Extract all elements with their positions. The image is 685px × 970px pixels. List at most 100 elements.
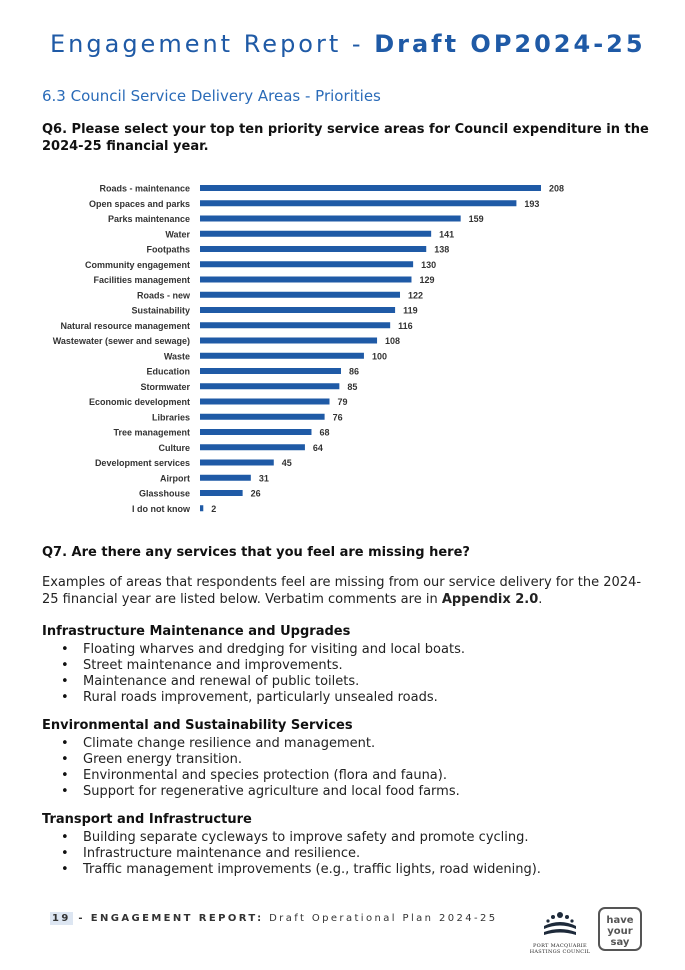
category-label: Sustainability [131,306,190,316]
intro-end: . [538,592,543,607]
data-label: 79 [338,397,348,407]
bar [200,444,305,451]
bar [200,383,340,390]
footer-subtitle: Draft Operational Plan 2024-25 [269,913,498,924]
bar [200,337,378,344]
category-label: Stormwater [140,382,190,392]
page-footer: 19 - ENGAGEMENT REPORT: Draft Operationa… [50,912,498,925]
report-title: Engagement Report - Draft OP2024-25 [50,30,646,58]
bar [200,246,427,252]
bar [200,490,243,496]
category-label: Footpaths [147,245,191,255]
data-label: 31 [259,473,269,483]
section-title: 6.3 Council Service Delivery Areas - Pri… [42,87,381,105]
list-item: Infrastructure maintenance and resilienc… [61,846,642,862]
council-name-1: PORT MACQUARIE [533,943,587,949]
category-label: Culture [159,443,191,453]
data-label: 85 [347,382,357,392]
bar [200,185,541,191]
hys-line-2: your say [607,926,633,948]
category-label: Water [165,229,190,239]
intro-text: Examples of areas that respondents feel … [42,575,642,607]
list-item: Support for regenerative agriculture and… [61,784,642,800]
data-label: 129 [419,275,434,285]
group-title: Infrastructure Maintenance and Upgrades [42,624,351,639]
appendix-ref: Appendix 2.0 [441,592,539,607]
bar [200,230,432,237]
category-label: Development services [95,458,190,468]
group-infrastructure: Infrastructure Maintenance and Upgrades … [42,623,642,706]
q7-intro: Examples of areas that respondents feel … [42,574,642,608]
bullet-list: Floating wharves and dredging for visiti… [42,642,642,706]
category-label: Wastewater (sewer and sewage) [53,336,190,346]
bar [200,307,396,313]
list-item: Maintenance and renewal of public toilet… [61,674,642,690]
list-item: Rural roads improvement, particularly un… [61,690,642,706]
category-label: Waste [164,351,190,361]
data-label: 138 [434,245,449,255]
category-label: Glasshouse [139,489,190,499]
have-your-say-logo: have your say [598,907,642,951]
bar [200,429,312,435]
page-number: 19 [50,912,73,925]
council-logo: PORT MACQUARIE HASTINGS COUNCIL [528,908,592,956]
category-label: Education [146,367,190,377]
list-item: Traffic management improvements (e.g., t… [61,862,642,878]
data-label: 119 [403,306,418,316]
title-prefix: Engagement Report - [50,30,375,58]
group-title: Environmental and Sustainability Service… [42,718,353,733]
data-label: 208 [549,184,564,194]
data-label: 130 [421,260,436,270]
data-label: 64 [313,443,323,453]
list-item: Floating wharves and dredging for visiti… [61,642,642,658]
category-label: Parks maintenance [108,214,190,224]
bar [200,261,414,268]
council-name-2: HASTINGS COUNCIL [529,949,591,955]
title-bold: Draft OP2024-25 [374,30,646,58]
data-label: 26 [251,489,261,499]
category-label: Natural resource management [60,321,190,331]
category-label: Libraries [152,412,190,422]
data-label: 108 [385,336,400,346]
category-label: Roads - maintenance [99,184,190,194]
data-label: 86 [349,367,359,377]
bullet-list: Climate change resilience and management… [42,736,642,800]
category-label: Airport [160,473,190,483]
category-label: Facilities management [93,275,190,285]
bar [200,322,391,329]
category-label: Tree management [113,428,190,438]
bar [200,413,325,420]
category-label: Roads - new [137,290,191,300]
list-item: Street maintenance and improvements. [61,658,642,674]
list-item: Building separate cycleways to improve s… [61,830,642,846]
data-label: 159 [469,214,484,224]
bar [200,352,364,359]
group-transport: Transport and Infrastructure Building se… [42,811,642,878]
category-label: Economic development [89,397,190,407]
group-environment: Environmental and Sustainability Service… [42,717,642,800]
data-label: 100 [372,351,387,361]
bar [200,505,204,512]
bar [200,276,412,283]
category-label: Open spaces and parks [89,199,190,209]
bar [200,291,401,298]
council-emblem-icon [544,912,576,935]
priority-bar-chart: Roads - maintenance 208 Open spaces and pa… [53,184,564,514]
bar [200,368,341,374]
data-label: 141 [439,229,454,239]
list-item: Climate change resilience and management… [61,736,642,752]
category-label: I do not know [132,504,191,514]
question-q7: Q7. Are there any services that you feel… [42,545,470,560]
footer-label: - ENGAGEMENT REPORT: [78,913,264,924]
data-label: 116 [398,321,413,331]
data-label: 45 [282,458,292,468]
hys-line-1: have [606,915,634,926]
bar [200,200,517,207]
list-item: Environmental and species protection (fl… [61,768,642,784]
data-label: 193 [524,199,539,209]
question-q6: Q6. Please select your top ten priority … [42,122,649,154]
data-label: 2 [211,504,216,514]
bar [200,459,274,466]
bar [200,474,251,481]
list-item: Green energy transition. [61,752,642,768]
